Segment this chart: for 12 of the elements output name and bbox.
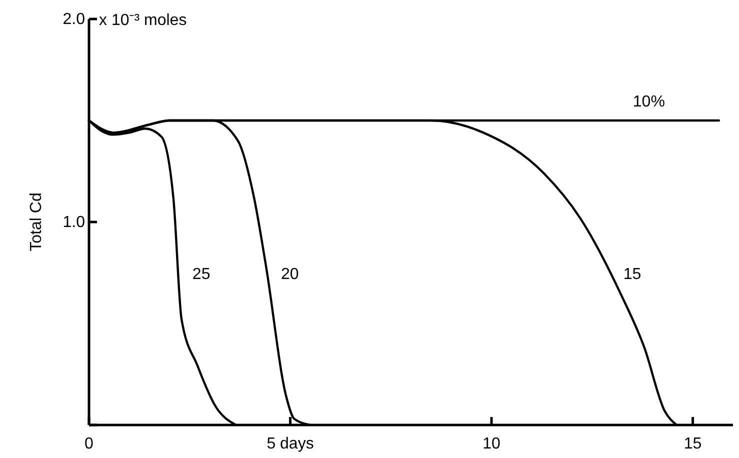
x-tick-label: 10 [482,435,500,452]
series-label: 15 [623,266,642,283]
y-tick-label: 2.0 [62,11,86,28]
x-tick-label: 0 [84,435,94,452]
annotation: x 10⁻³ moles [99,12,187,29]
y-axis-title: Total Cd [28,192,45,252]
series-label: 25 [192,266,210,283]
x-tick-label: 5 days [266,435,314,452]
series-label: 20 [281,266,299,283]
series-label: 10% [632,94,665,110]
x-tick-label: 15 [684,435,702,452]
y-tick-label: 1.0 [62,214,86,232]
